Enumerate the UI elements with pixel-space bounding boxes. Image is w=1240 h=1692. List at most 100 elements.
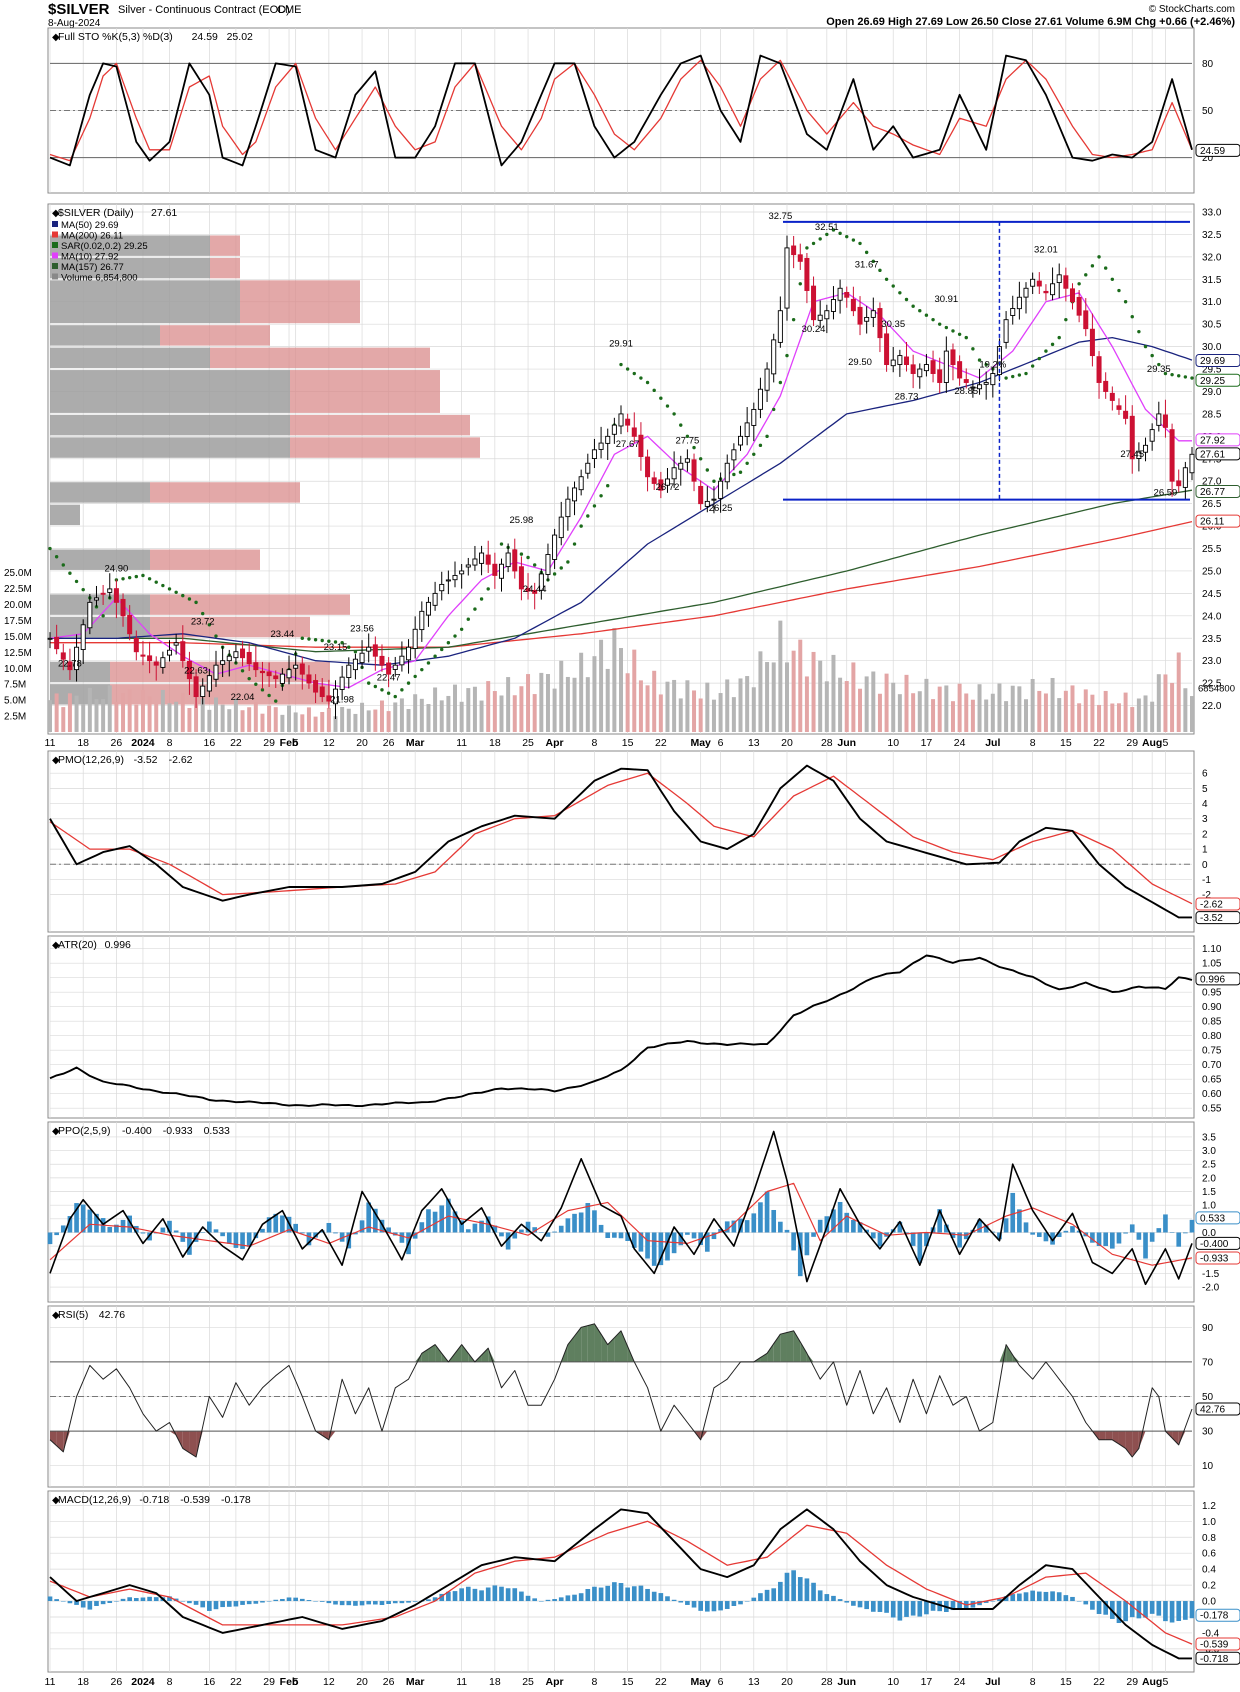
- candle-body: [784, 247, 790, 309]
- macd-histogram-bar: [1036, 1591, 1042, 1602]
- x-tick-label: 2024: [131, 1676, 155, 1688]
- rsi-overbought-fill: [455, 1344, 462, 1362]
- candle-body: [100, 592, 106, 595]
- sar-dot: [240, 669, 245, 673]
- volume-bar: [605, 668, 610, 732]
- volume-by-price-up: [50, 370, 290, 413]
- ppo-histogram-bar: [519, 1229, 524, 1233]
- ppo-histogram-bar: [977, 1219, 982, 1233]
- volume-bar: [851, 662, 856, 732]
- volume-bar: [200, 698, 205, 732]
- volume-bar: [705, 682, 710, 732]
- candle-body: [658, 479, 664, 491]
- volume-bar: [864, 676, 869, 732]
- volume-bar: [1130, 707, 1135, 732]
- ppo-histogram-bar: [764, 1191, 770, 1233]
- volume-bar: [506, 677, 511, 732]
- volume-bar: [585, 677, 590, 732]
- candle-body: [127, 614, 133, 635]
- sar-dot: [68, 571, 72, 575]
- y-tick-label: 20: [1202, 153, 1214, 164]
- candle-body: [147, 655, 153, 662]
- legend-entry: MA(200) 26.11: [61, 231, 123, 242]
- macd-histogram-bar: [512, 1588, 518, 1602]
- ppo-histogram-bar: [1156, 1228, 1162, 1233]
- volume-bar: [997, 683, 1002, 732]
- volume-bar: [592, 656, 597, 732]
- symbol-title: $SILVER: [48, 1, 110, 18]
- sar-dot: [785, 353, 789, 358]
- macd-histogram-bar: [817, 1590, 823, 1602]
- macd-signal-line: [49, 1520, 1193, 1645]
- last-value-label: 0.533: [1200, 1213, 1225, 1224]
- candle-body: [1016, 296, 1022, 310]
- macd-histogram-bar: [1076, 1601, 1082, 1602]
- ppo-histogram-bar: [824, 1216, 830, 1233]
- candle-body: [80, 624, 86, 650]
- macd-histogram-bar: [592, 1586, 597, 1602]
- sar-dot: [1044, 349, 1048, 353]
- volume-bar: [791, 650, 796, 732]
- sar-dot: [944, 325, 949, 330]
- sar-dot: [161, 583, 165, 588]
- candle-body: [751, 408, 757, 426]
- x-tick-label: 29: [263, 1676, 275, 1688]
- macd-histogram-bar: [605, 1585, 611, 1602]
- x-tick-label: 22: [655, 1676, 667, 1688]
- rsi-overbought-fill: [806, 1353, 814, 1362]
- volume-bar: [778, 620, 783, 732]
- ppo-histogram-bar: [1143, 1232, 1148, 1259]
- volume-bar: [970, 699, 975, 732]
- sar-dot: [247, 676, 251, 681]
- macd-histogram-bar: [1163, 1601, 1168, 1622]
- macd-histogram-bar: [539, 1601, 544, 1602]
- macd-histogram-bar: [1050, 1591, 1055, 1602]
- macd-histogram-bar: [446, 1591, 451, 1602]
- candle-body: [943, 350, 949, 383]
- volume-by-price-down: [160, 325, 270, 346]
- candle-body: [638, 434, 644, 457]
- candle-body: [698, 485, 704, 505]
- ppo-histogram-bar: [386, 1227, 391, 1233]
- ppo-histogram-bar: [612, 1232, 617, 1238]
- ppo-histogram-bar: [618, 1232, 624, 1239]
- exchange-label: CME: [277, 4, 301, 16]
- volume-bar: [526, 674, 531, 732]
- candle-body: [392, 664, 398, 670]
- candle-body: [538, 573, 544, 591]
- volume-bar: [413, 694, 418, 732]
- rsi-overbought-fill: [1006, 1344, 1013, 1362]
- last-value-tag: [1195, 143, 1240, 157]
- y-tick-label: 1.0: [1202, 1201, 1216, 1212]
- price-annotation: 23.56: [350, 624, 374, 635]
- sar-dot: [639, 376, 643, 380]
- macd-histogram-bar: [379, 1601, 385, 1606]
- sar-dot: [440, 647, 444, 652]
- last-value-label: 29.25: [1200, 376, 1225, 387]
- ppo-line: [49, 1130, 1193, 1286]
- volume-bar: [499, 695, 504, 732]
- volume-by-price-down: [240, 280, 360, 324]
- x-tick-label: Apr: [546, 737, 564, 749]
- y-tick-label: 31.0: [1202, 297, 1222, 308]
- legend-swatch: [52, 263, 58, 269]
- macd-histogram-bar: [386, 1601, 391, 1604]
- macd-histogram-bar: [299, 1598, 305, 1602]
- ppo-histogram-bar: [691, 1232, 697, 1239]
- x-tick-label: 26: [111, 737, 123, 749]
- x-tick-label: 11: [456, 1676, 467, 1688]
- volume-bar: [81, 704, 86, 732]
- candle-body: [1156, 413, 1162, 426]
- volume-by-price-up: [50, 347, 210, 369]
- y-tick-label: 23.5: [1202, 634, 1222, 645]
- volume-bar: [1156, 674, 1161, 732]
- volume-bar: [1017, 686, 1022, 732]
- candle-body: [830, 299, 836, 312]
- y-tick-label: 0.65: [1202, 1075, 1222, 1086]
- sto-d-line: [49, 59, 1193, 162]
- rsi-overbought-fill: [760, 1353, 768, 1362]
- y-tick-label: 0.60: [1202, 1089, 1222, 1100]
- sar-dot: [971, 347, 975, 351]
- sar-dot: [732, 472, 736, 477]
- sar-dot: [586, 514, 590, 518]
